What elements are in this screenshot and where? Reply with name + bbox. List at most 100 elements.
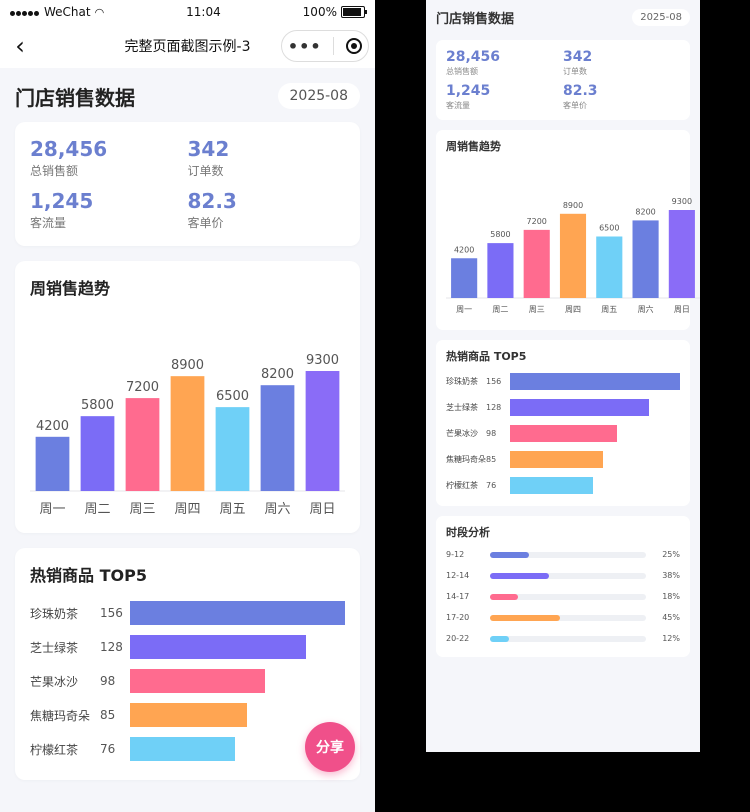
preview-top5-title: 热销商品 TOP5 xyxy=(446,350,527,363)
top5-bar-list: 珍珠奶茶 156 芝士绿茶 128 芒果冰沙 98 焦糖玛奇朵 85 柠檬红茶 76 xyxy=(30,596,345,766)
period-progress-track xyxy=(490,635,646,642)
preview-kpi: 28,456 总销售额 xyxy=(446,48,563,78)
preview-top5-card: 热销商品 TOP5 珍珠奶茶 156 芝士绿茶 128 芒果冰沙 98 焦糖玛奇朵 85 柠檬红… xyxy=(436,340,690,506)
bar-value-label: 4200 xyxy=(36,419,69,434)
preview-kpi-value: 342 xyxy=(563,49,593,65)
bar-value-label: 9300 xyxy=(306,353,339,368)
status-bar: WeChat ◠ 11:04 100% xyxy=(0,0,375,24)
product-bar xyxy=(510,476,593,494)
period-label: 17-20 xyxy=(446,613,470,622)
product-count: 128 xyxy=(100,640,123,654)
status-time: 11:04 xyxy=(186,5,221,19)
period-progress-fill xyxy=(490,593,519,600)
preview-kpi-label: 总销售额 xyxy=(446,67,478,76)
product-bar xyxy=(510,450,603,468)
bar-2 xyxy=(125,398,160,491)
top5-card: 热销商品 TOP5 珍珠奶茶 156 芝士绿茶 128 芒果冰沙 98 焦糖玛奇朵 85 柠檬红… xyxy=(15,548,360,780)
product-name: 芝士绿茶 xyxy=(446,402,478,412)
top5-row: 柠檬红茶 76 xyxy=(446,472,680,498)
top5-row: 焦糖玛奇朵 85 xyxy=(446,446,680,472)
bar-category-label: 周二 xyxy=(84,502,110,517)
status-right: 100% xyxy=(303,5,367,19)
period-progress-fill xyxy=(490,572,550,579)
product-bar xyxy=(130,669,266,693)
top5-row: 珍珠奶茶 156 xyxy=(30,596,345,630)
bar-category-label: 周五 xyxy=(601,305,617,314)
page-title: 门店销售数据 xyxy=(15,85,135,110)
period-row: 20-22 12% xyxy=(446,628,680,649)
kpi-value: 1,245 xyxy=(30,189,94,213)
product-name: 柠檬红茶 xyxy=(30,742,79,757)
preview-kpi-value: 28,456 xyxy=(446,49,501,65)
top5-row: 焦糖玛奇朵 85 xyxy=(30,698,345,732)
bar-4 xyxy=(215,407,250,491)
bar-category-label: 周一 xyxy=(456,305,472,314)
more-icon[interactable]: ••• xyxy=(287,36,322,56)
period-percent: 12% xyxy=(662,634,680,643)
status-left: WeChat ◠ xyxy=(10,5,104,19)
signal-icon xyxy=(10,5,40,19)
bar-2 xyxy=(523,229,550,298)
period-row: 9-12 25% xyxy=(446,544,680,565)
preview-title: 门店销售数据 xyxy=(436,11,515,27)
product-bar-track xyxy=(130,601,345,625)
bar-value-label: 5800 xyxy=(81,398,114,413)
product-name: 焦糖玛奇朵 xyxy=(446,454,486,464)
preview-kpi-label: 客流量 xyxy=(446,101,470,110)
carrier-name: WeChat xyxy=(44,5,91,19)
product-name: 柠檬红茶 xyxy=(446,480,478,490)
kpi-card: 28,456 总销售额 342 订单数 1,245 客流量 82.3 客单价 xyxy=(15,122,360,246)
preview-kpi: 342 订单数 xyxy=(563,48,680,78)
bar-1 xyxy=(80,416,115,491)
bar-category-label: 周日 xyxy=(309,502,335,517)
period-percent: 18% xyxy=(662,592,680,601)
phone-screen: WeChat ◠ 11:04 100% ‹ 完整页面截图示例-3 ••• 门店销… xyxy=(0,0,375,812)
kpi-label: 客流量 xyxy=(30,216,67,230)
period-percent: 45% xyxy=(662,613,680,622)
weekly-sales-title: 周销售趋势 xyxy=(30,279,111,298)
period-row: 14-17 18% xyxy=(446,586,680,607)
product-bar xyxy=(510,372,680,390)
bar-value-label: 8200 xyxy=(635,207,655,216)
product-name: 芒果冰沙 xyxy=(30,674,79,689)
product-bar-track xyxy=(130,737,345,761)
page-header: 门店销售数据 2025-08 xyxy=(15,70,360,122)
period-progress-track xyxy=(490,572,646,579)
preview-top5-list: 珍珠奶茶 156 芝士绿茶 128 芒果冰沙 98 焦糖玛奇朵 85 柠檬红茶 76 xyxy=(446,368,680,498)
bar-value-label: 6500 xyxy=(599,223,619,232)
product-count: 128 xyxy=(486,402,502,412)
product-bar xyxy=(130,703,248,727)
product-count: 76 xyxy=(486,480,497,490)
bar-value-label: 8900 xyxy=(563,201,583,210)
product-bar xyxy=(510,398,650,416)
period-row: 12-14 38% xyxy=(446,565,680,586)
share-button[interactable]: 分享 xyxy=(305,722,355,772)
kpi-value: 342 xyxy=(187,137,230,161)
preview-date-chip: 2025-08 xyxy=(632,8,690,26)
product-name: 焦糖玛奇朵 xyxy=(30,708,91,723)
weekly-bar-svg: 4200 周一 5800 周二 7200 周三 8900 周四 6500 周五 8200 周六 9300… xyxy=(30,353,345,517)
capsule-divider xyxy=(333,37,335,55)
preview-kpi-label: 订单数 xyxy=(563,67,587,76)
period-progress-fill xyxy=(490,635,509,642)
preview-header: 门店销售数据 2025-08 xyxy=(426,0,700,34)
kpi-avg-ticket: 82.3 客单价 xyxy=(188,188,346,232)
preview-kpi: 82.3 客单价 xyxy=(563,82,680,112)
kpi-value: 28,456 xyxy=(30,137,108,161)
product-bar xyxy=(130,737,235,761)
back-arrow-icon[interactable]: ‹ xyxy=(15,32,25,60)
bar-value-label: 6500 xyxy=(216,389,249,404)
bar-value-label: 7200 xyxy=(527,217,547,226)
weekly-sales-card: 周销售趋势 4200 周一 5800 周二 7200 周三 8900 周四 6500 周五 8200… xyxy=(15,261,360,533)
product-name: 珍珠奶茶 xyxy=(446,376,478,386)
close-target-icon[interactable] xyxy=(346,38,363,54)
bar-3 xyxy=(559,213,587,298)
bar-4 xyxy=(596,236,623,298)
product-bar xyxy=(510,424,617,442)
date-chip[interactable]: 2025-08 xyxy=(277,83,360,109)
product-bar-track xyxy=(130,635,345,659)
period-row: 17-20 45% xyxy=(446,607,680,628)
bar-value-label: 8200 xyxy=(261,367,294,382)
bar-value-label: 9300 xyxy=(672,197,692,206)
nav-bar: ‹ 完整页面截图示例-3 ••• xyxy=(0,24,375,68)
